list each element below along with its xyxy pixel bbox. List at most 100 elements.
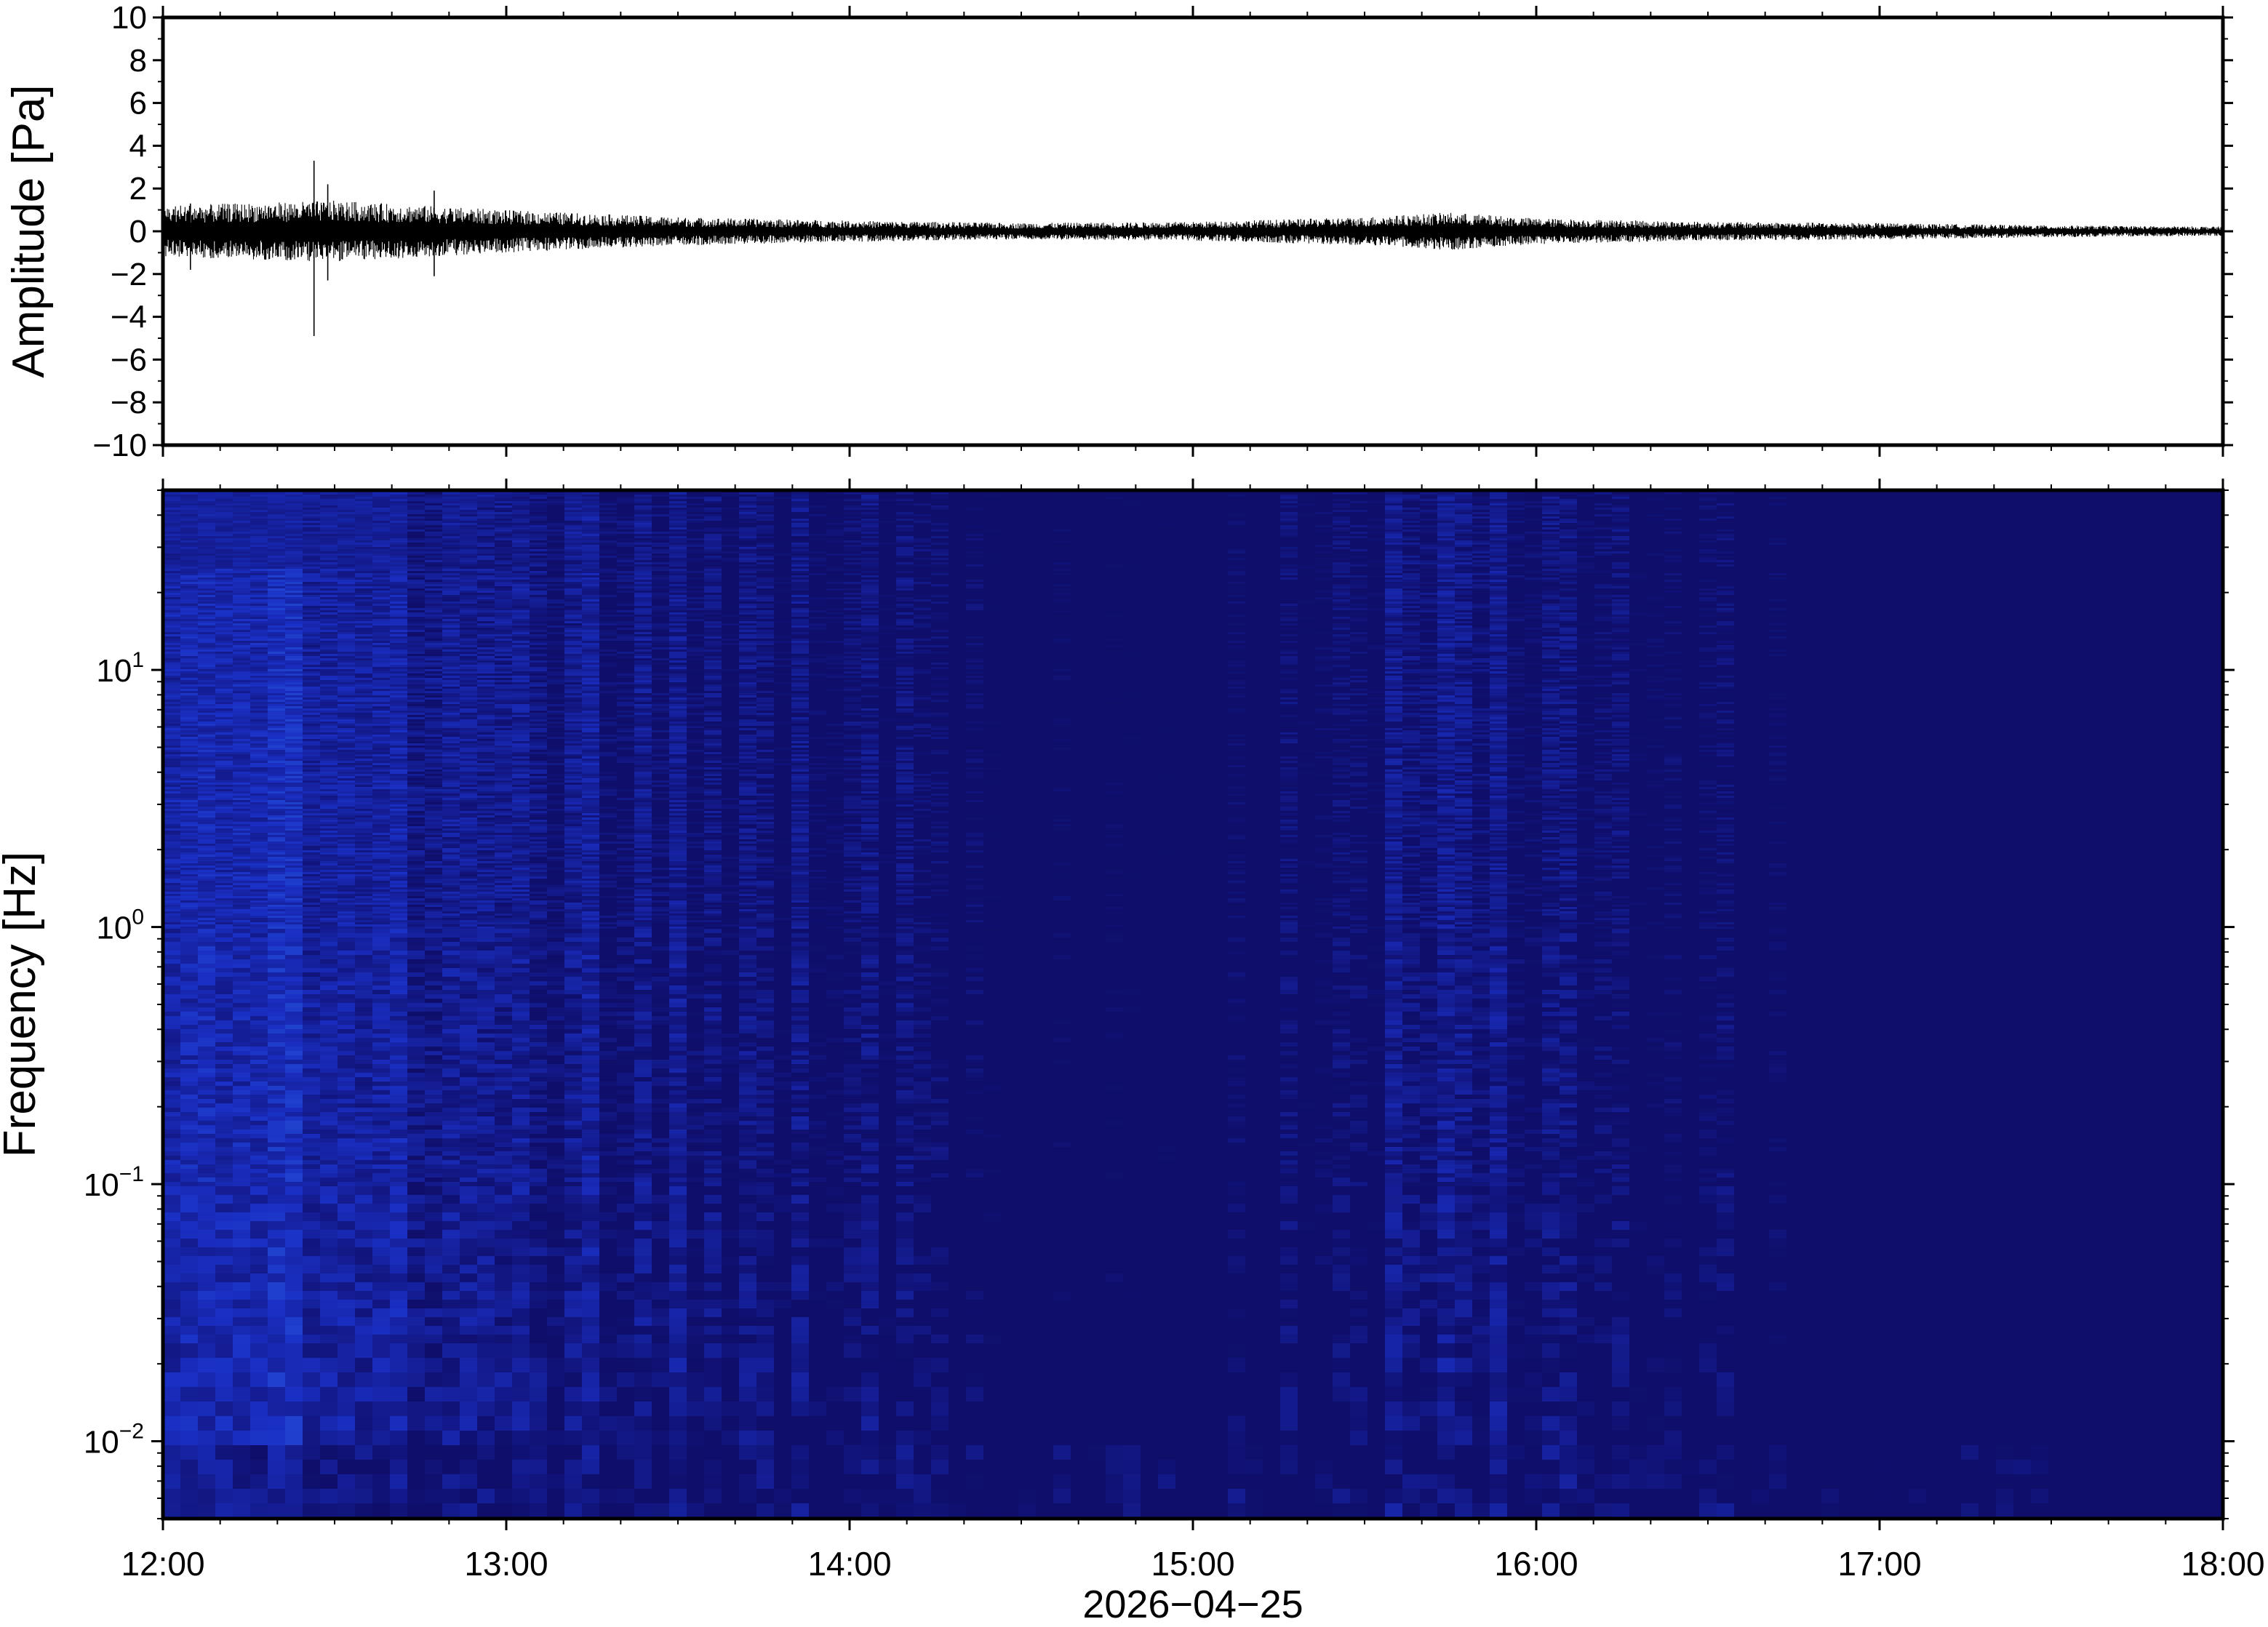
spectrogram-cells bbox=[163, 490, 2224, 1533]
spectrogram-cell bbox=[355, 942, 373, 947]
spectrogram-cell bbox=[250, 1169, 268, 1174]
spectrogram-cell bbox=[215, 951, 233, 956]
spectrogram-cell bbox=[268, 1489, 286, 1504]
spectrogram-cell bbox=[180, 1160, 199, 1165]
spectrogram-cell bbox=[268, 964, 286, 969]
spectrogram-cell bbox=[355, 1160, 373, 1165]
spectrogram-cell bbox=[285, 1151, 303, 1156]
spectrogram-cell bbox=[320, 1151, 338, 1156]
spectrogram-cell bbox=[163, 1003, 181, 1008]
spectrogram-cell bbox=[198, 1125, 216, 1130]
spectrogram-cell bbox=[355, 959, 373, 964]
spectrogram-cell bbox=[355, 1034, 373, 1039]
spectrogram-cell bbox=[268, 1077, 286, 1082]
spectrogram-cell bbox=[180, 964, 199, 969]
spectrogram-cell bbox=[163, 951, 181, 956]
spectrogram-cell bbox=[355, 933, 373, 938]
spectrogram-cell bbox=[268, 929, 286, 934]
spectrogram-cell bbox=[320, 1186, 338, 1196]
spectrogram-cell bbox=[180, 1164, 199, 1170]
spectrogram-cell bbox=[303, 1343, 321, 1359]
spectrogram-cell bbox=[285, 1460, 303, 1475]
spectrogram-cell bbox=[163, 1047, 181, 1052]
spectrogram-cell bbox=[215, 964, 233, 969]
spectrogram-cell bbox=[198, 1274, 216, 1283]
spectrogram-cell bbox=[320, 1239, 338, 1248]
spectrogram-cell bbox=[320, 1077, 338, 1082]
spectrogram-cell bbox=[215, 1038, 233, 1043]
spectrogram-cell bbox=[320, 1300, 338, 1309]
spectrogram-cell bbox=[285, 955, 303, 960]
spectrogram-cell bbox=[215, 1025, 233, 1030]
spectrogram-cell bbox=[163, 942, 181, 947]
spectrogram-cell bbox=[268, 1082, 286, 1087]
spectrogram-cell bbox=[215, 1372, 233, 1388]
spectrogram-cell bbox=[180, 1335, 199, 1344]
spectrogram-cell bbox=[215, 1020, 233, 1026]
spectrogram-cell bbox=[215, 1274, 233, 1283]
spectrogram-cell bbox=[215, 994, 233, 999]
spectrogram-cell bbox=[338, 1503, 356, 1519]
spectrogram-cell bbox=[180, 1343, 199, 1359]
spectrogram-cell bbox=[163, 1112, 181, 1117]
spectrogram-cell bbox=[355, 1029, 373, 1034]
spectrogram-cell bbox=[285, 929, 303, 934]
spectrogram-cell bbox=[250, 959, 268, 964]
spectrogram-cell bbox=[303, 1138, 321, 1143]
spectrogram-cell bbox=[268, 972, 286, 978]
spectrogram-cell bbox=[180, 1147, 199, 1152]
spectrogram-cell bbox=[215, 1156, 233, 1161]
spectrogram-cell bbox=[163, 1326, 181, 1335]
spectrogram-cell bbox=[268, 1445, 286, 1460]
spectrogram-cell bbox=[215, 1326, 233, 1335]
spectrogram-cell bbox=[320, 999, 338, 1004]
spectrogram-cell bbox=[320, 1073, 338, 1078]
spectrogram-cell bbox=[250, 972, 268, 978]
spectrogram-cell bbox=[268, 1274, 286, 1283]
spectrogram-cell bbox=[303, 1317, 321, 1327]
spectrogram-cell bbox=[250, 938, 268, 943]
spectrogram-cell bbox=[250, 1372, 268, 1388]
spectrogram-cell bbox=[303, 1130, 321, 1135]
spectrogram-cell bbox=[180, 990, 199, 995]
spectrogram-cell bbox=[355, 1086, 373, 1091]
spectrogram-cell bbox=[233, 999, 251, 1004]
spectrogram-cell bbox=[268, 1038, 286, 1043]
spectrogram-cell bbox=[355, 1212, 373, 1222]
spectrogram-cell bbox=[233, 1445, 251, 1460]
spectrogram-cell bbox=[338, 1156, 356, 1161]
spectrogram-cell bbox=[198, 1090, 216, 1095]
spectrogram-cell bbox=[233, 1055, 251, 1060]
spectrogram-cell bbox=[355, 977, 373, 982]
spectrogram-cell bbox=[250, 1125, 268, 1130]
spectrogram-cell bbox=[338, 1064, 356, 1069]
spectrogram-cell bbox=[163, 1090, 181, 1095]
spectrogram-cell bbox=[198, 1042, 216, 1047]
spectrogram-cell bbox=[268, 1020, 286, 1026]
spectrogram-cell bbox=[320, 964, 338, 969]
spectrogram-cell bbox=[215, 1051, 233, 1056]
spectrogram-cell bbox=[233, 1025, 251, 1030]
spectrogram-cell bbox=[250, 1212, 268, 1222]
spectrogram-cell bbox=[268, 1282, 286, 1292]
spectrogram-cell bbox=[320, 959, 338, 964]
spectrogram-cell bbox=[285, 1160, 303, 1165]
spectrogram-cell bbox=[198, 1164, 216, 1170]
spectrogram-cell bbox=[285, 1007, 303, 1012]
spectrogram-cell bbox=[268, 955, 286, 960]
spectrogram-cell bbox=[233, 1095, 251, 1100]
spectrogram-cell bbox=[338, 972, 356, 978]
spectrogram-cell bbox=[233, 1402, 251, 1417]
spectrogram-cell bbox=[338, 1460, 356, 1475]
spectrogram-cell bbox=[320, 1308, 338, 1318]
spectrogram-cell bbox=[233, 972, 251, 978]
spectrogram-cell bbox=[338, 1051, 356, 1056]
spectrogram-cell bbox=[268, 1051, 286, 1056]
spectrogram-cell bbox=[233, 1086, 251, 1091]
spectrogram-cell bbox=[338, 1090, 356, 1095]
spectrogram-cell bbox=[233, 951, 251, 956]
spectrogram-cell bbox=[163, 1016, 181, 1021]
spectrogram-cell bbox=[163, 1317, 181, 1327]
spectrogram-cell bbox=[338, 1095, 356, 1100]
spectrogram-cell bbox=[268, 1060, 286, 1065]
